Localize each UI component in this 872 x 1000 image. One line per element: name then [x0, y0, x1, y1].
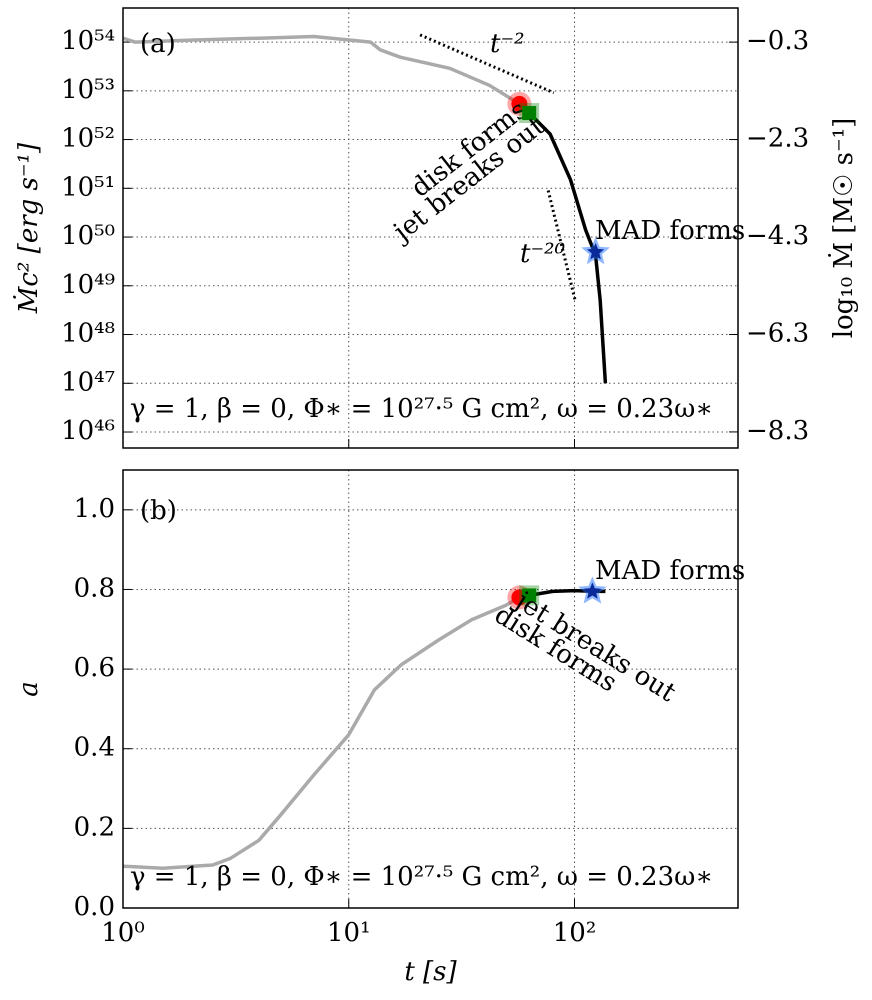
marker [583, 582, 601, 599]
y-tick-label: 0.0 [74, 892, 115, 922]
y-tick-label: 0.4 [74, 733, 115, 763]
y-tick-label: 10⁴⁷ [61, 367, 115, 397]
y2-tick-label: −4.3 [746, 221, 809, 251]
x-axis-label: t [s] [404, 957, 457, 987]
y-tick-label: 1.0 [74, 494, 115, 524]
y-axis-label: a [14, 681, 44, 697]
y-tick-label: 0.6 [74, 653, 115, 683]
y-tick-label: 10⁴⁹ [61, 270, 115, 300]
x-tick-label: 10² [553, 918, 597, 948]
y-tick-label: 10⁵⁰ [61, 221, 115, 251]
guide-line [419, 33, 555, 95]
data-line [123, 595, 521, 870]
x-tick-label: 10⁰ [101, 918, 145, 948]
y-tick-label: 10⁵⁴ [61, 26, 115, 56]
guide-line [546, 190, 577, 303]
data-line [123, 34, 521, 106]
marker [522, 588, 537, 603]
y2-axis-label: log₁₀ Ṁ [M☉ s⁻¹] [828, 118, 859, 339]
y-axis-label: Ṁc² [erg s⁻¹] [13, 142, 44, 314]
annotation: γ = 1, β = 0, Φ∗ = 10²⁷·⁵ G cm², ω = 0.2… [130, 862, 713, 892]
y2-tick-label: −2.3 [746, 124, 809, 154]
panel-label: (b) [140, 496, 177, 526]
y-tick-label: 0.8 [74, 573, 115, 603]
marker-label: MAD forms [595, 216, 745, 246]
guide-label: t⁻²⁰ [520, 239, 566, 269]
y2-tick-label: −8.3 [746, 416, 809, 446]
axes-frame [122, 469, 739, 909]
axes-frame [122, 7, 739, 449]
panel-label: (a) [140, 29, 176, 59]
y-tick-label: 10⁴⁶ [61, 416, 115, 446]
y2-tick-label: −6.3 [746, 318, 809, 348]
marker-label: MAD forms [595, 556, 745, 586]
marker [587, 243, 605, 260]
y-tick-label: 10⁵³ [61, 75, 115, 105]
annotation: γ = 1, β = 0, Φ∗ = 10²⁷·⁵ G cm², ω = 0.2… [130, 394, 713, 424]
y2-tick-label: −0.3 [746, 26, 809, 56]
y-tick-label: 0.2 [74, 812, 115, 842]
marker [522, 106, 537, 121]
y-tick-label: 10⁴⁸ [61, 319, 115, 349]
guide-label: t⁻² [490, 29, 525, 59]
y-tick-label: 10⁵¹ [61, 172, 115, 202]
y-tick-label: 10⁵² [61, 124, 115, 154]
x-tick-label: 10¹ [327, 918, 371, 948]
